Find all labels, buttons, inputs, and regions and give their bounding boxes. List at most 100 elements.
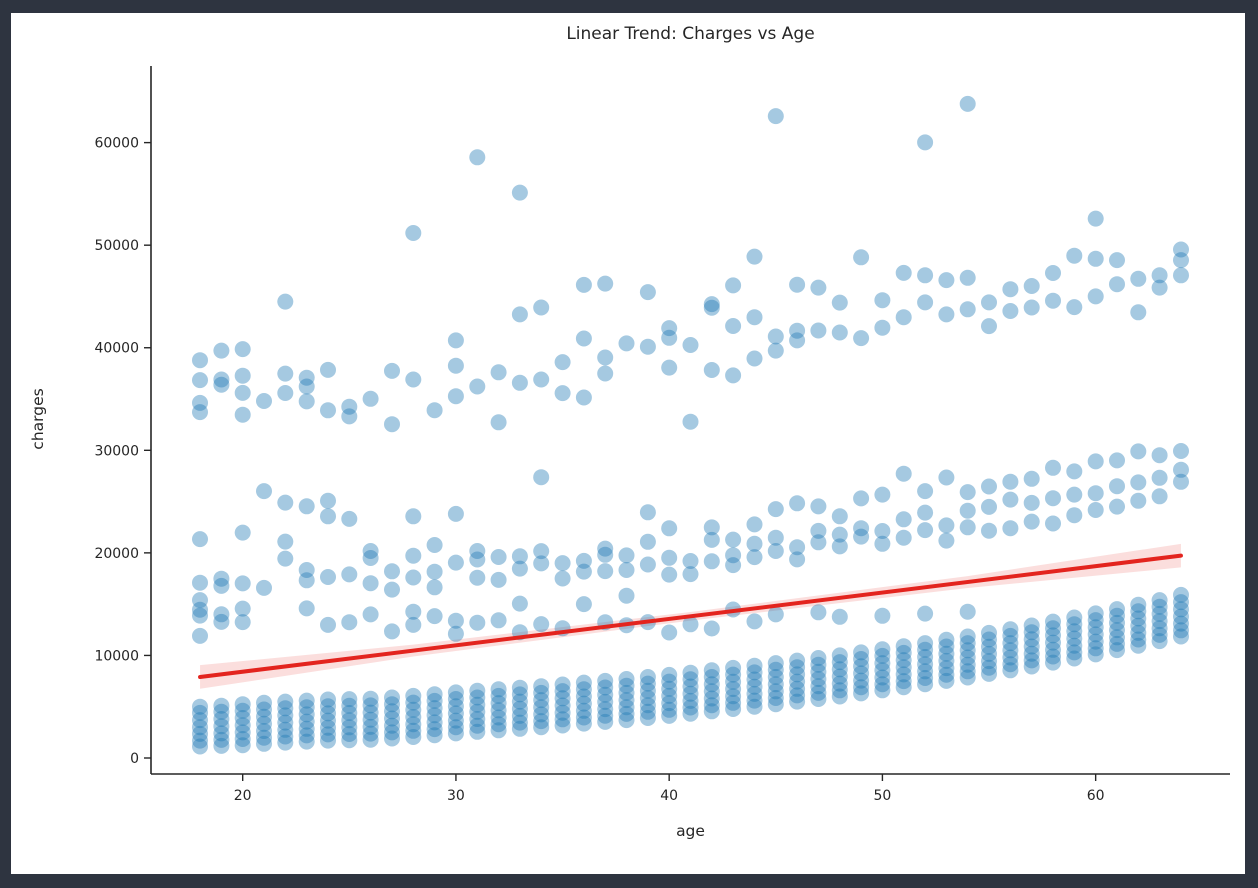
scatter-point xyxy=(639,284,656,301)
scatter-point xyxy=(938,645,955,662)
scatter-point xyxy=(277,550,294,567)
scatter-point xyxy=(341,398,358,415)
scatter-point xyxy=(746,350,763,367)
scatter-point xyxy=(256,694,272,711)
scatter-point xyxy=(320,508,336,525)
scatter-point xyxy=(1087,605,1104,622)
scatter-point xyxy=(277,721,294,738)
scatter-point xyxy=(661,695,678,712)
scatter-point xyxy=(234,367,251,384)
scatter-point xyxy=(981,645,997,662)
scatter-point xyxy=(725,673,742,690)
scatter-point xyxy=(789,659,806,676)
scatter-point xyxy=(277,533,294,550)
scatter-point xyxy=(1173,443,1189,459)
scatter-point xyxy=(298,369,315,386)
scatter-point xyxy=(767,328,784,345)
scatter-point xyxy=(1087,612,1104,629)
scatter-point xyxy=(192,738,208,755)
scatter-point xyxy=(981,478,997,495)
scatter-point xyxy=(234,710,251,726)
scatter-point xyxy=(511,720,528,737)
scatter-point xyxy=(490,709,507,726)
scatter-point xyxy=(384,623,400,640)
scatter-point xyxy=(511,714,528,731)
scatter-point xyxy=(661,687,678,704)
scatter-point xyxy=(341,510,358,527)
scatter-point xyxy=(362,711,379,728)
scatter-point xyxy=(618,677,635,694)
scatter-point xyxy=(213,613,230,630)
scatter-point xyxy=(554,711,571,728)
scatter-point xyxy=(533,699,550,716)
x-tick-label: 30 xyxy=(447,788,465,804)
scatter-point xyxy=(575,389,592,406)
scatter-point xyxy=(362,606,379,623)
scatter-point xyxy=(682,337,699,353)
scatter-point xyxy=(490,687,507,704)
scatter-point xyxy=(1130,304,1147,321)
scatter-point xyxy=(256,715,272,732)
scatter-point xyxy=(1045,613,1061,630)
scatter-point xyxy=(831,647,848,664)
scatter-point xyxy=(725,277,742,294)
scatter-point xyxy=(362,718,379,735)
scatter-point xyxy=(895,666,912,683)
scatter-point xyxy=(213,376,230,393)
scatter-point xyxy=(767,501,784,518)
scatter-point xyxy=(938,306,955,323)
scatter-point xyxy=(639,697,656,714)
scatter-point xyxy=(192,607,208,624)
scatter-point xyxy=(895,652,912,669)
scatter-point xyxy=(320,726,336,743)
scatter-point xyxy=(1109,252,1125,269)
scatter-point xyxy=(639,504,656,521)
scatter-point xyxy=(575,681,592,698)
scatter-point xyxy=(767,529,784,546)
scatter-point xyxy=(1002,656,1019,673)
scatter-point xyxy=(1109,452,1125,469)
scatter-point xyxy=(575,563,592,580)
scatter-point xyxy=(917,605,934,622)
scatter-point xyxy=(703,669,720,685)
scatter-point xyxy=(320,705,336,722)
scatter-point xyxy=(447,332,464,349)
scatter-point xyxy=(469,717,486,734)
scatter-point xyxy=(1087,453,1104,470)
scatter-point xyxy=(341,691,358,708)
scatter-point xyxy=(767,683,784,700)
scatter-point xyxy=(1087,626,1104,643)
scatter-point xyxy=(746,685,763,702)
scatter-point xyxy=(490,414,507,431)
scatter-point xyxy=(597,540,614,557)
scatter-point xyxy=(725,681,742,697)
scatter-point xyxy=(725,659,742,676)
scatter-point xyxy=(1130,596,1147,613)
scatter-point xyxy=(320,698,336,715)
scatter-point xyxy=(277,734,294,751)
scatter-point xyxy=(597,563,614,580)
scatter-point xyxy=(213,737,230,754)
scatter-point xyxy=(874,292,891,309)
scatter-point xyxy=(1151,605,1168,622)
scatter-point xyxy=(789,539,806,556)
scatter-point xyxy=(447,505,464,522)
scatter-point xyxy=(405,722,422,739)
scatter-point xyxy=(1023,513,1040,530)
scatter-point xyxy=(1173,615,1189,632)
scatter-point xyxy=(405,694,422,711)
scatter-point xyxy=(405,508,422,525)
scatter-point xyxy=(256,708,272,725)
scatter-point xyxy=(213,703,230,720)
scatter-point xyxy=(661,329,678,346)
scatter-point xyxy=(341,697,358,714)
scatter-point xyxy=(1002,281,1019,298)
scatter-point xyxy=(1130,610,1147,627)
scatter-point xyxy=(682,664,699,681)
scatter-point xyxy=(1002,491,1019,508)
scatter-point xyxy=(981,624,997,641)
scatter-point xyxy=(981,638,997,655)
scatter-point xyxy=(1151,592,1168,609)
scatter-point xyxy=(277,728,294,745)
scatter-point xyxy=(298,733,315,750)
